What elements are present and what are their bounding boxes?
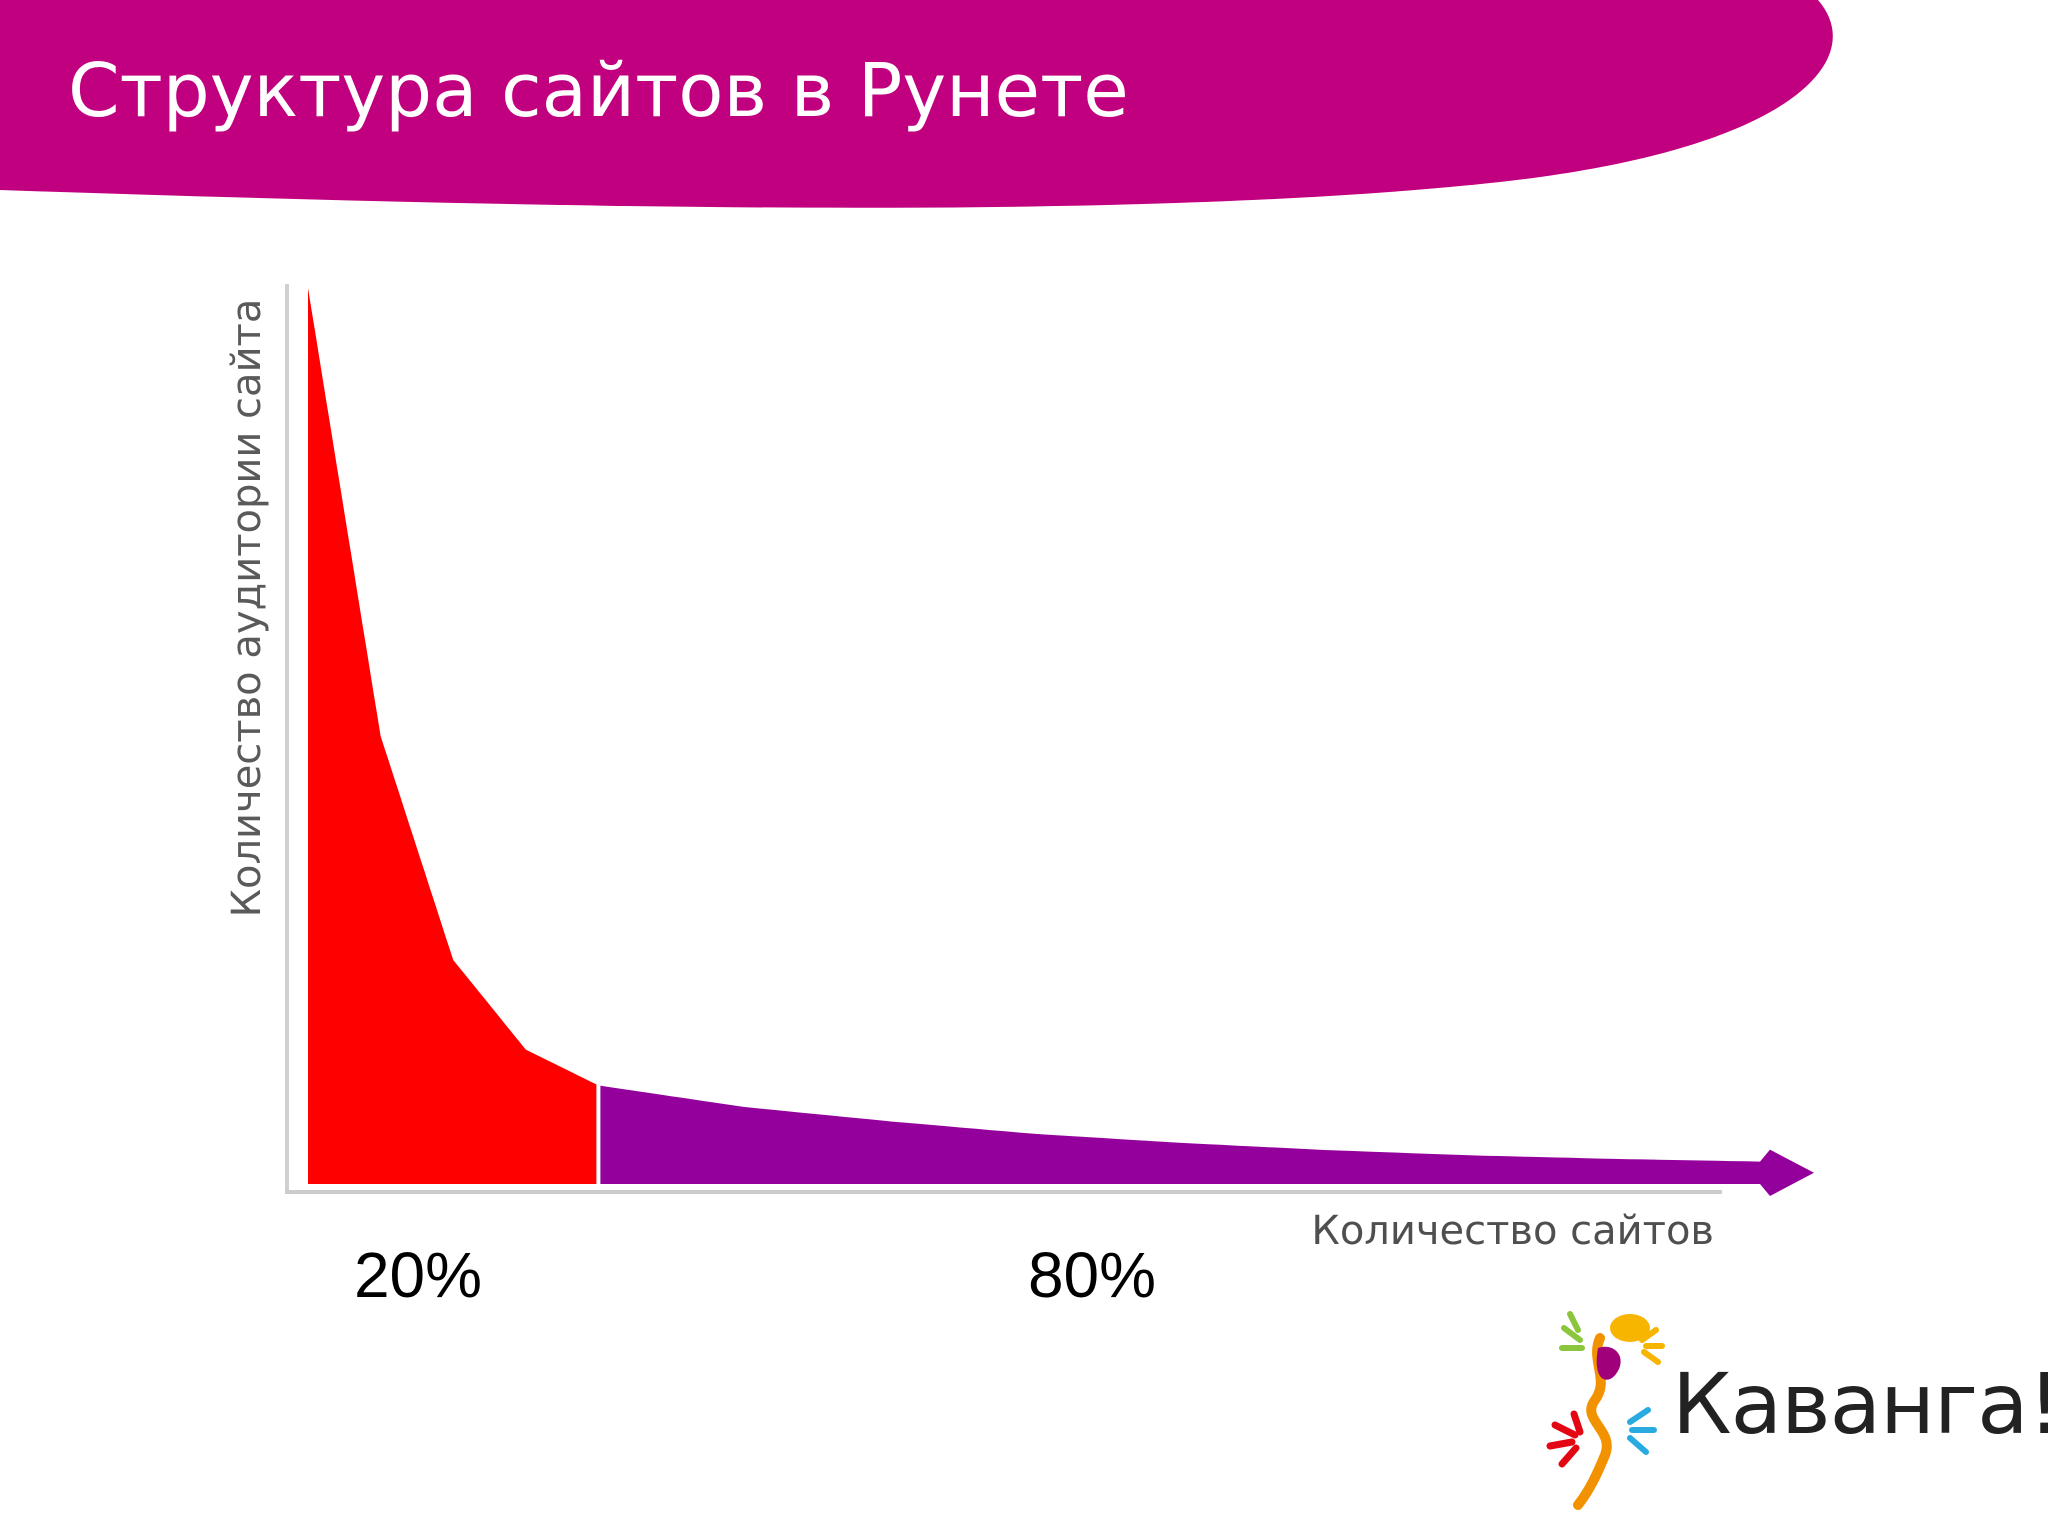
- area-segment-20: [308, 288, 599, 1184]
- y-axis-label: Количество аудитории сайта: [224, 298, 270, 918]
- x-axis-label: Количество сайтов: [1311, 1208, 1714, 1254]
- segment-label-80: 80%: [1027, 1239, 1157, 1311]
- logo-text: Каванга!: [1672, 1355, 2048, 1453]
- header-band: [0, 0, 1833, 208]
- slide-title: Структура сайтов в Рунете: [68, 48, 1129, 134]
- area-segment-80: [598, 1085, 1814, 1196]
- segment-label-20: 20%: [353, 1239, 483, 1311]
- kavanga-logo-icon: [1546, 1311, 1665, 1510]
